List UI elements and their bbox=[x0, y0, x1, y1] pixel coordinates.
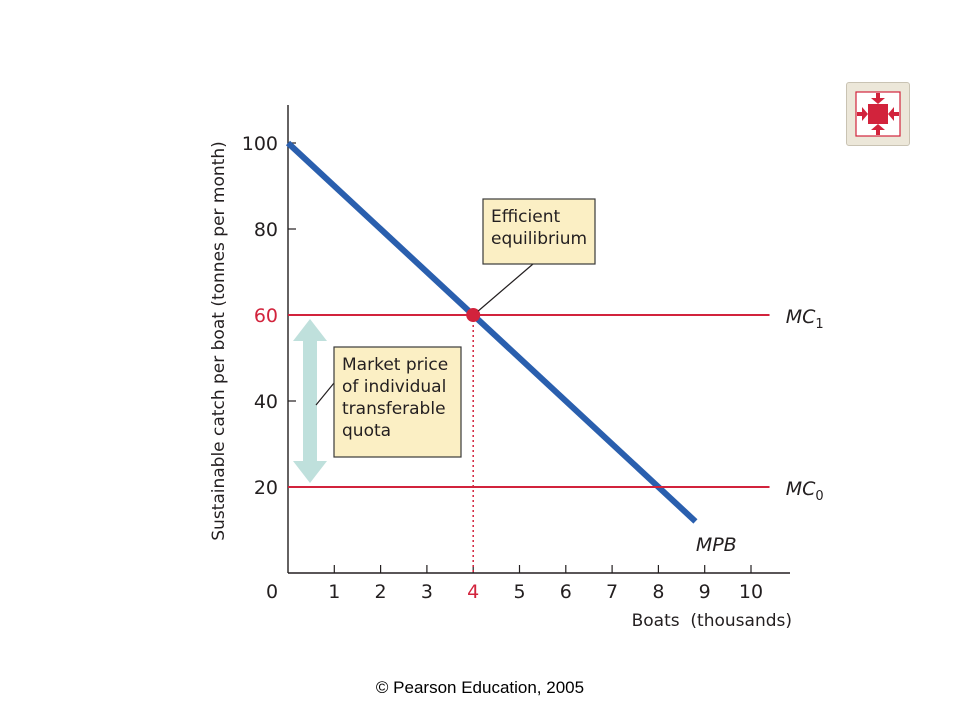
quota-note-line: transferable bbox=[342, 399, 446, 419]
mc0-label: MC0 bbox=[786, 478, 824, 504]
quota-leader-line bbox=[315, 382, 335, 406]
x-tick-label: 10 bbox=[739, 581, 763, 603]
y-tick-label: 80 bbox=[254, 219, 278, 241]
y-tick-label: 60 bbox=[254, 305, 278, 327]
quota-note-line: quota bbox=[342, 421, 391, 441]
y-tick-label: 40 bbox=[254, 391, 278, 413]
collapse-arrows-icon bbox=[855, 91, 901, 137]
x-tick-label: 8 bbox=[652, 581, 664, 603]
copyright-footer: © Pearson Education, 2005 bbox=[375, 678, 585, 697]
x-tick-label: 2 bbox=[375, 581, 387, 603]
quota-double-arrow bbox=[293, 319, 327, 483]
quota-note-line: Market price bbox=[342, 355, 448, 375]
equilibrium-point bbox=[466, 308, 481, 322]
quota-note-box bbox=[333, 346, 462, 458]
mpb-line bbox=[285, 140, 698, 524]
efficient-note-line: Efficient bbox=[491, 207, 560, 227]
x-tick-label: 6 bbox=[560, 581, 572, 603]
x-tick-label: 5 bbox=[513, 581, 525, 603]
efficient-note-box bbox=[482, 198, 596, 265]
mc1-label: MC1 bbox=[786, 306, 824, 332]
efficient-leader-line bbox=[477, 263, 534, 312]
mpb-label: MPB bbox=[696, 534, 737, 556]
x-tick-label: 9 bbox=[699, 581, 711, 603]
series bbox=[285, 140, 770, 573]
axes: 0 1 2 3 4 5 6 7 8 9 10 20 40 60 80 100 Boats (thousands)… bbox=[209, 105, 792, 631]
x-tick-label: 1 bbox=[328, 581, 340, 603]
x-tick-label: 7 bbox=[606, 581, 618, 603]
y-tick-label: 100 bbox=[242, 133, 278, 155]
y-axis-title: Sustainable catch per boat (tonnes per m… bbox=[209, 141, 229, 541]
y-tick-label: 20 bbox=[254, 477, 278, 499]
annotations bbox=[293, 319, 327, 483]
x-tick-label: 4 bbox=[467, 581, 479, 603]
quota-note-line: of individual bbox=[342, 377, 446, 397]
collapse-nav-button[interactable] bbox=[846, 82, 910, 146]
x-tick-label: 3 bbox=[421, 581, 433, 603]
efficient-note-line: equilibrium bbox=[491, 229, 587, 249]
x-tick-label: 0 bbox=[266, 581, 278, 603]
x-axis-title: Boats (thousands) bbox=[632, 611, 792, 631]
